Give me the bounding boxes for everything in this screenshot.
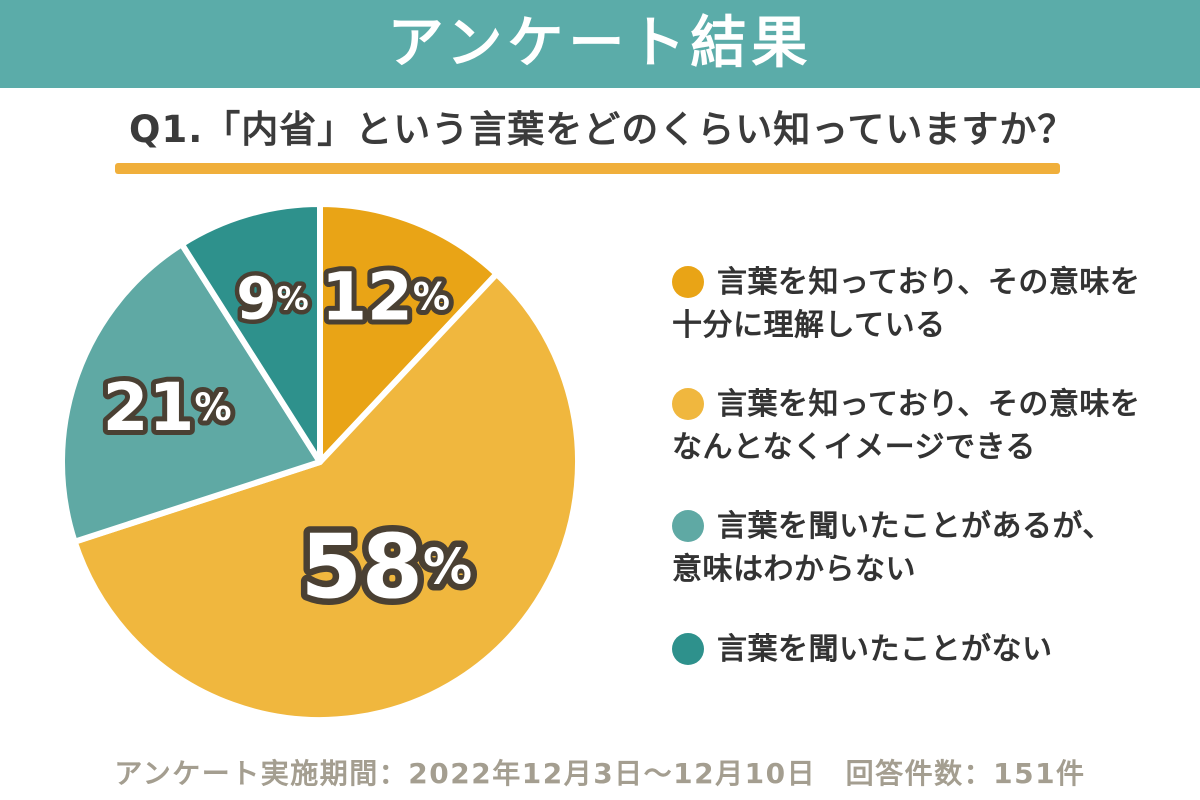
legend: 言葉を知っており、その意味を 十分に理解している 言葉を知っており、その意味を な… (672, 262, 1192, 671)
pie-label-12pct: 12% (321, 258, 450, 335)
legend-label: 言葉を知っており、その意味を 十分に理解している (672, 265, 1141, 343)
legend-label: 言葉を知っており、その意味を なんとなくイメージできる (672, 387, 1141, 465)
legend-label: 言葉を聞いたことがあるが、 意味はわからない (672, 509, 1113, 587)
legend-item: 言葉を聞いたことがあるが、 意味はわからない (672, 506, 1192, 591)
legend-item: 言葉を知っており、その意味を 十分に理解している (672, 262, 1192, 347)
pie-label-9pct: 9% (236, 264, 308, 332)
question-title: Q1.「内省」という言葉をどのくらい知っていますか？ (129, 108, 1076, 151)
pie-slice-12pct (317, 201, 500, 465)
legend-swatch-icon (672, 632, 704, 665)
pie-slice-9pct (178, 201, 323, 465)
pie-chart: 12% 58% 21%9% (59, 201, 581, 723)
pie-slice-58pct (71, 270, 581, 723)
legend-swatch-icon (672, 266, 704, 298)
pie-slice-21pct (59, 241, 323, 545)
legend-swatch-icon (672, 510, 704, 543)
legend-item: 言葉を聞いたことがない (672, 629, 1192, 672)
question-underline (115, 163, 1060, 175)
footer-note: アンケート実施期間：2022年12月3日～12月10日 回答件数：151件 (114, 757, 1086, 790)
legend-label: 言葉を聞いたことがない (717, 631, 1053, 667)
page-title: アンケート結果 (387, 11, 813, 76)
pie-chart-wrap: 12% 58% 21% 9% (40, 182, 600, 742)
header-banner: アンケート結果 (0, 0, 1200, 88)
question-block: Q1.「内省」という言葉をどのくらい知っていますか？ (115, 106, 1076, 175)
legend-item: 言葉を知っており、その意味を なんとなくイメージできる (672, 384, 1192, 469)
pie-label-21pct: 21% (103, 368, 232, 445)
pie-label-58pct: 58% (301, 515, 473, 618)
legend-swatch-icon (672, 388, 704, 421)
